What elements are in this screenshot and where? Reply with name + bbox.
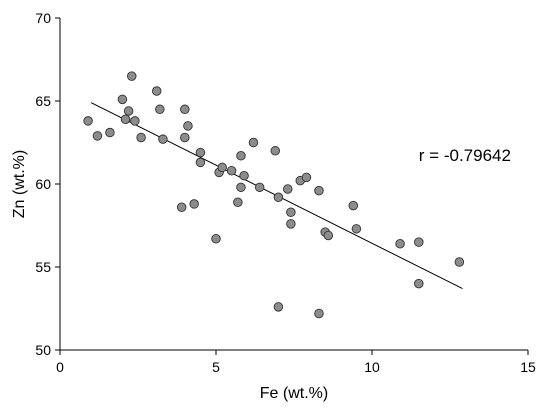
data-point-13 [180,104,190,115]
data-point-18 [195,157,206,168]
x-tick-label-2: 10 [364,359,380,375]
data-point-23 [233,197,243,208]
data-point-21 [217,162,227,173]
data-point-5 [123,106,134,116]
data-point-33 [286,219,296,229]
data-point-37 [314,185,324,196]
y-tick-label-3: 65 [35,93,51,109]
data-point-24 [236,182,246,193]
data-point-10 [155,104,165,115]
data-point-22 [226,165,237,176]
data-point-25 [236,151,246,161]
data-point-16 [189,199,199,209]
data-point-26 [239,170,249,181]
data-point-43 [395,239,405,249]
data-point-1 [92,131,103,141]
data-point-19 [211,234,221,244]
data-point-7 [130,116,140,126]
data-point-32 [283,184,293,194]
data-point-30 [273,192,284,203]
x-tick-label-0: 0 [56,359,64,375]
data-point-38 [314,308,324,319]
data-point-15 [183,121,193,131]
data-point-6 [127,71,137,81]
data-point-8 [136,132,146,143]
data-point-34 [286,207,296,217]
y-tick-label-2: 60 [35,176,51,192]
data-point-31 [273,302,284,312]
data-point-14 [180,132,190,143]
data-point-4 [120,114,131,125]
y-tick-label-4: 70 [35,10,51,26]
data-point-44 [414,237,424,247]
x-tick-label-1: 5 [212,359,220,375]
data-point-12 [176,202,187,212]
data-point-45 [414,278,424,289]
data-point-28 [254,182,265,193]
data-point-2 [105,127,115,138]
data-point-36 [301,172,312,183]
y-tick-label-1: 55 [35,259,51,275]
y-tick-label-0: 50 [35,342,51,358]
x-tick-label-3: 15 [520,359,536,375]
y-axis-title: Zn (wt.%) [11,150,28,218]
data-point-40 [323,230,334,241]
x-axis-title: Fe (wt.%) [260,385,328,402]
data-point-11 [158,134,168,144]
data-points [83,71,465,319]
data-point-42 [351,224,362,234]
data-point-3 [117,94,128,105]
data-point-41 [348,200,359,211]
data-point-46 [454,257,465,267]
data-point-17 [195,147,206,158]
data-point-27 [248,137,259,148]
data-point-0 [83,116,93,126]
data-point-29 [270,146,281,156]
axes [55,17,529,355]
data-point-9 [151,86,162,96]
correlation-annotation: r = -0.79642 [419,146,511,165]
tick-labels: 0 5 10 15 50 55 60 65 70 [35,10,536,375]
